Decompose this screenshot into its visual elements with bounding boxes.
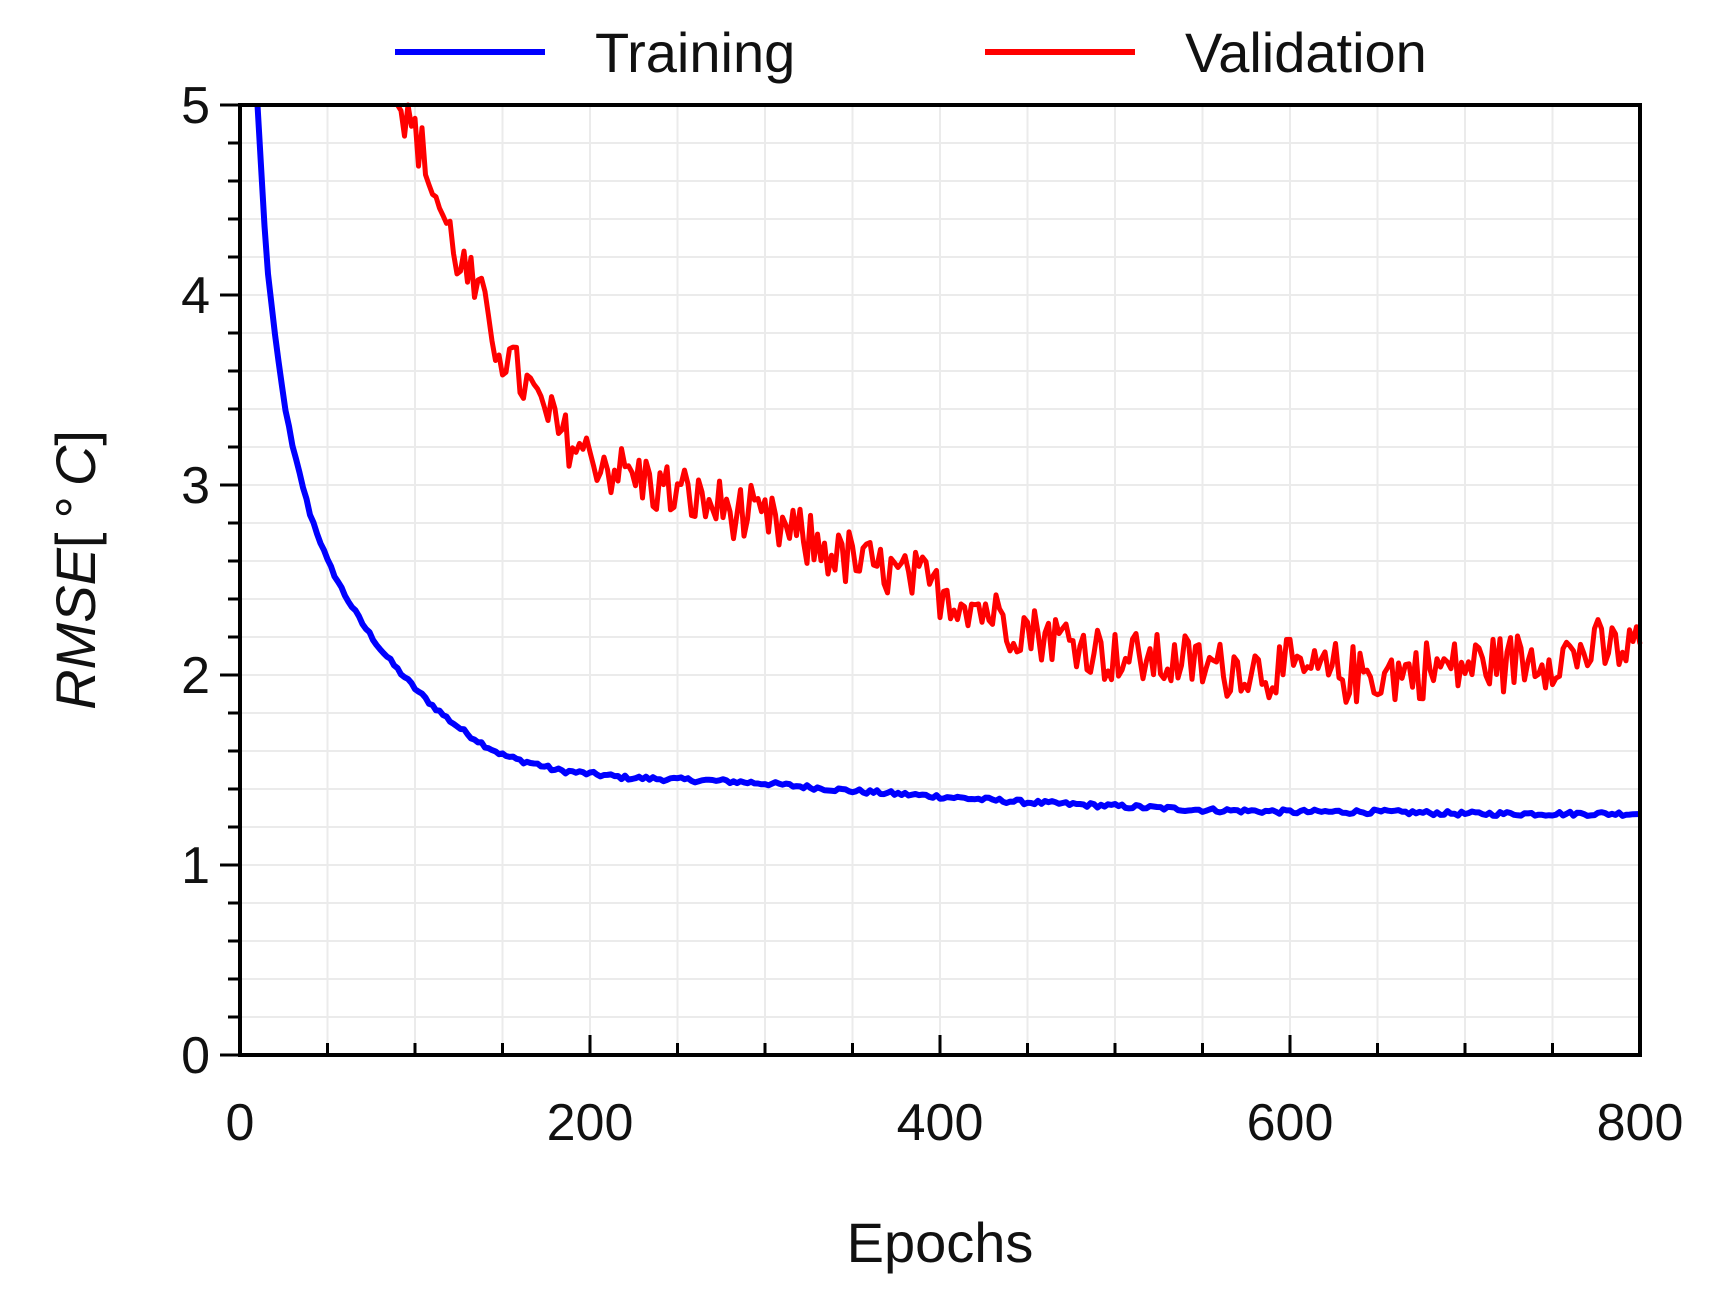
series-lines xyxy=(254,102,1643,819)
x-tick-label: 800 xyxy=(1597,1094,1684,1152)
y-axis-label: RMSE[ ° C] xyxy=(44,430,107,710)
y-axis-label-open: [ xyxy=(44,532,107,548)
legend-label-validation: Validation xyxy=(1185,21,1427,84)
series-line-validation xyxy=(395,102,1643,705)
y-axis-label-unit: C xyxy=(44,445,107,486)
y-axis-label-main: RMSE xyxy=(44,547,107,709)
axis-ticks xyxy=(220,103,1642,1057)
grid-lines xyxy=(239,104,1641,1056)
y-axis-label-close: ] xyxy=(44,430,107,446)
y-tick-label: 1 xyxy=(181,837,210,895)
y-axis-label-degree: ° xyxy=(44,496,107,518)
legend: Training Validation xyxy=(395,21,1427,84)
legend-label-training: Training xyxy=(595,21,795,84)
x-tick-label: 600 xyxy=(1247,1094,1334,1152)
series-line-training xyxy=(254,104,1641,819)
y-tick-label: 0 xyxy=(181,1027,210,1085)
y-tick-label: 5 xyxy=(181,77,210,135)
tick-labels: 0 200 400 600 800 0 1 2 3 4 5 xyxy=(181,77,1683,1152)
y-tick-label: 4 xyxy=(181,267,210,325)
y-tick-label: 2 xyxy=(181,647,210,705)
x-tick-label: 200 xyxy=(547,1094,634,1152)
x-tick-label: 0 xyxy=(226,1094,255,1152)
y-tick-label: 3 xyxy=(181,457,210,515)
x-tick-label: 400 xyxy=(897,1094,984,1152)
x-axis-label: Epochs xyxy=(847,1211,1034,1274)
